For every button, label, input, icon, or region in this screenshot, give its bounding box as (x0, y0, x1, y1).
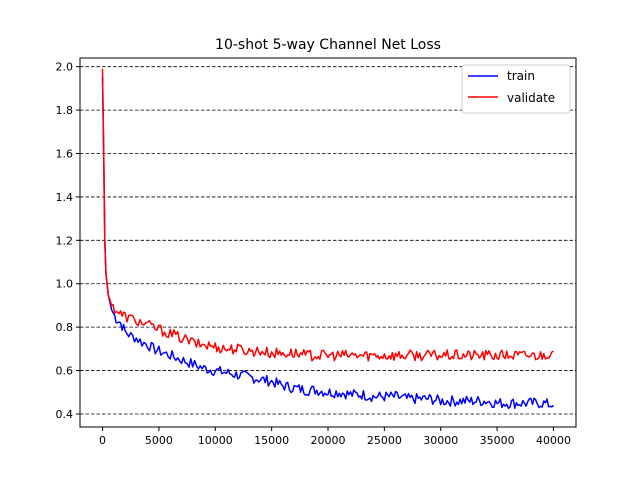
x-tick-label: 5000 (145, 434, 173, 447)
y-tick-label: 2.0 (56, 61, 74, 74)
y-tick-label: 1.4 (56, 191, 74, 204)
legend-box (461, 64, 571, 114)
grid-lines (80, 66, 576, 415)
y-tick-label: 1.8 (56, 104, 74, 117)
x-tick-label: 35000 (480, 434, 515, 447)
x-tick-label: 25000 (367, 434, 402, 447)
x-tick-label: 10000 (198, 434, 233, 447)
series-line-validate (101, 68, 554, 362)
x-tick-label: 0 (99, 434, 106, 447)
series-lines (101, 68, 555, 409)
y-tick-label: 0.4 (56, 408, 74, 421)
legend-label-train: train (507, 69, 535, 83)
x-tick-label: 40000 (536, 434, 571, 447)
y-tick-label: 0.8 (56, 321, 74, 334)
legend: train validate (461, 64, 571, 114)
x-axis: 0 5000 10000 15000 20000 25000 30000 35000 40000 (99, 427, 571, 447)
legend-label-validate: validate (507, 91, 555, 105)
x-tick-label: 30000 (423, 434, 458, 447)
y-tick-label: 1.0 (56, 278, 74, 291)
y-tick-label: 0.6 (56, 365, 74, 378)
y-tick-label: 1.6 (56, 148, 74, 161)
chart-title: 10-shot 5-way Channel Net Loss (215, 37, 441, 53)
y-tick-label: 1.2 (56, 234, 74, 247)
series-line-train (101, 77, 555, 409)
x-tick-label: 20000 (311, 434, 346, 447)
y-axis: 0.4 0.6 0.8 1.0 1.2 1.4 1.6 1.8 2.0 (56, 61, 80, 421)
x-tick-label: 15000 (254, 434, 289, 447)
